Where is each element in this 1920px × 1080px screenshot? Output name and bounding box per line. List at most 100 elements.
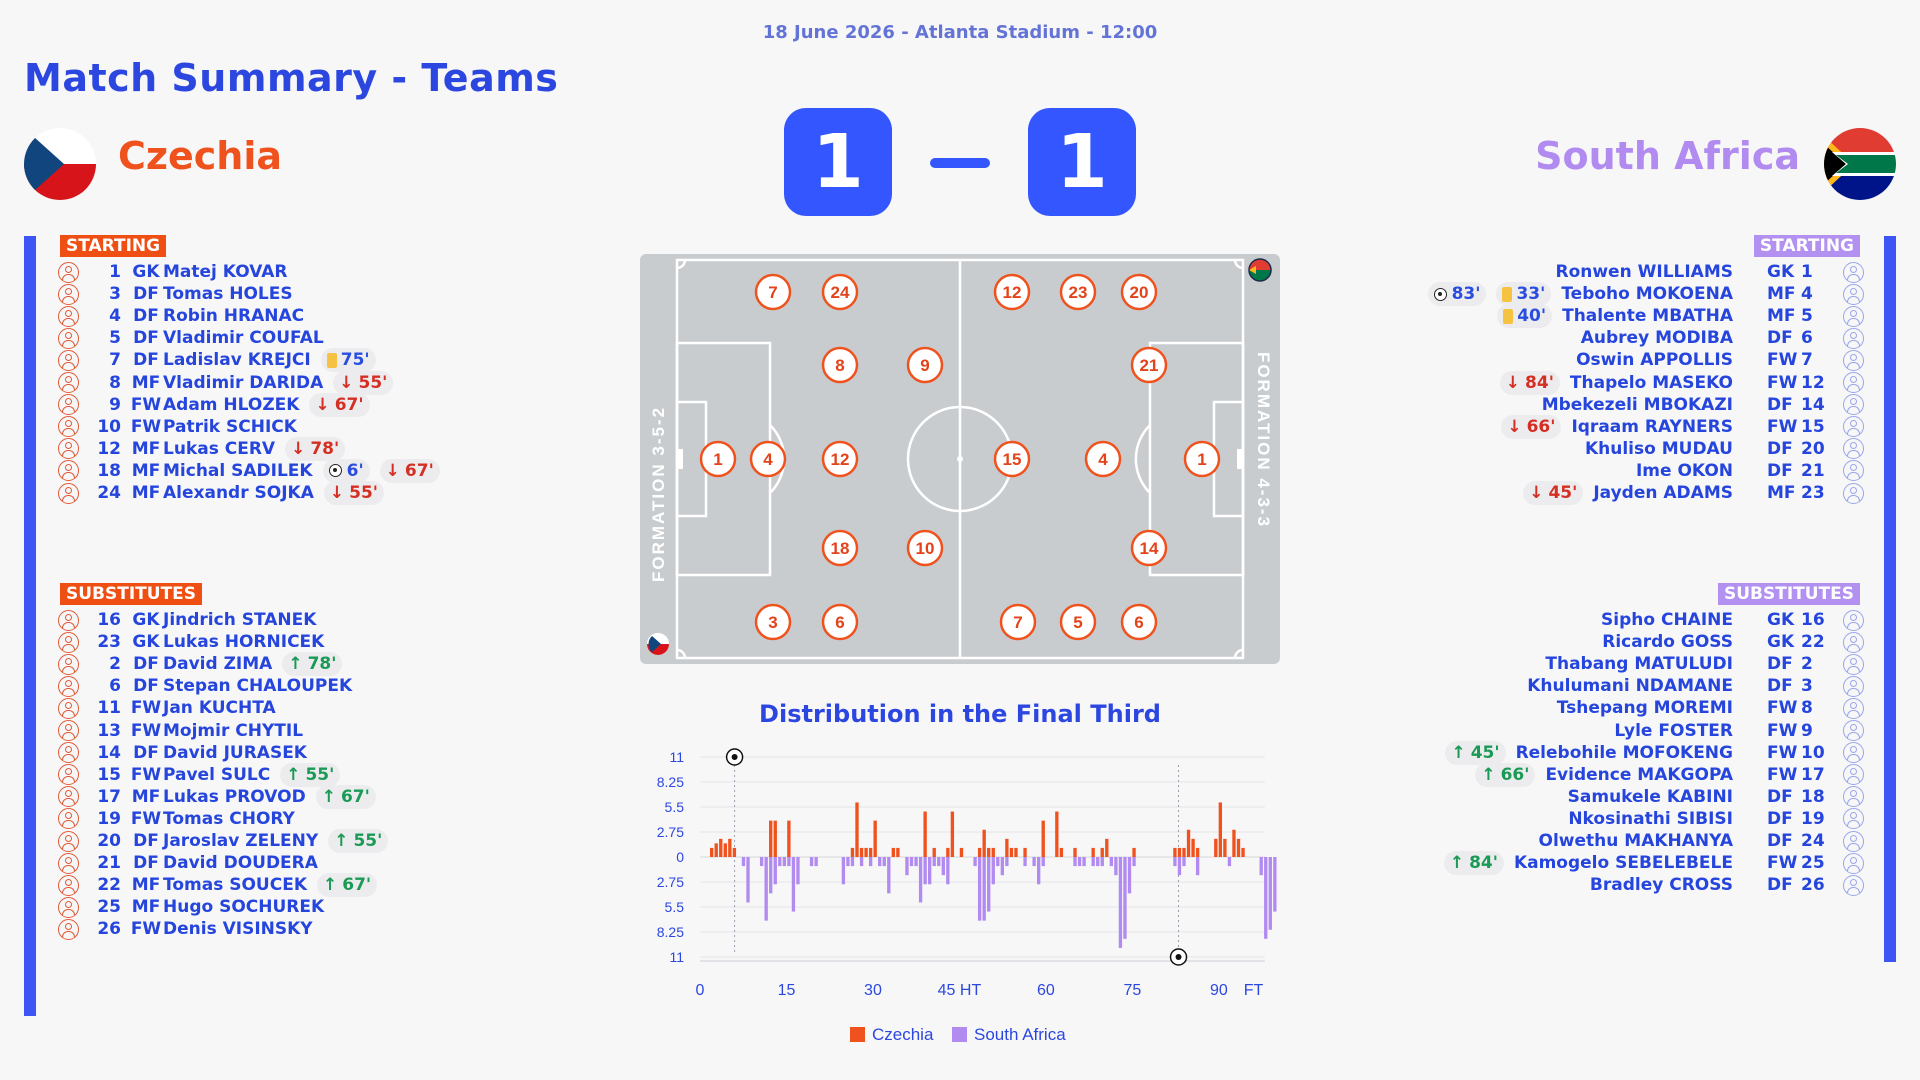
czechia-bar bbox=[932, 847, 936, 857]
player-row[interactable]: 7 DF Ladislav KREJCI 75' bbox=[58, 347, 376, 373]
pitch-player-number: 4 bbox=[1098, 450, 1108, 469]
pitch-player-marker: 6 bbox=[1120, 603, 1158, 641]
south-africa-bar bbox=[1273, 857, 1277, 912]
player-row[interactable]: 5 DF Vladimir COUFAL bbox=[58, 325, 324, 351]
player-name: Tomas HOLES bbox=[163, 284, 293, 305]
player-row[interactable]: 24 MF Alexandr SOJKA ↓ 55' bbox=[58, 480, 384, 506]
player-row[interactable]: 83' 33' Teboho MOKOENA MF 4 bbox=[1427, 281, 1864, 307]
x-tick-label: 75 bbox=[1123, 982, 1141, 999]
player-number: 15 bbox=[97, 764, 121, 785]
player-row[interactable]: 40' Thalente MBATHA MF 5 bbox=[1497, 303, 1864, 329]
player-row[interactable]: ↓ 66' Iqraam RAYNERS FW 15 bbox=[1501, 414, 1864, 440]
player-row[interactable]: Lyle FOSTER FW 9 bbox=[1614, 718, 1864, 744]
sub-out-arrow-icon: ↓ bbox=[339, 372, 354, 393]
sub-in-arrow-icon: ↑ bbox=[1451, 742, 1466, 763]
player-name: Tomas CHORY bbox=[163, 808, 295, 829]
player-avatar-icon bbox=[58, 372, 79, 393]
south-africa-bar bbox=[991, 857, 995, 885]
player-row[interactable]: Ime OKON DF 21 bbox=[1636, 458, 1864, 484]
player-row[interactable]: 9 FW Adam HLOZEK ↓ 67' bbox=[58, 392, 370, 418]
czechia-bar bbox=[1059, 847, 1064, 857]
player-position: FW bbox=[1767, 698, 1798, 719]
x-tick-label: 60 bbox=[1037, 982, 1055, 999]
player-row[interactable]: 4 DF Robin HRANAC bbox=[58, 303, 304, 329]
player-avatar-icon bbox=[1843, 438, 1864, 460]
czechia-bar bbox=[991, 847, 995, 857]
event-badge-goal: 6' bbox=[322, 458, 370, 483]
player-row[interactable]: ↑ 84' Kamogelo SEBELEBELE FW 25 bbox=[1443, 850, 1864, 876]
player-row[interactable]: Khulumani NDAMANE DF 3 bbox=[1527, 673, 1864, 699]
south-africa-bar bbox=[987, 857, 991, 912]
player-row[interactable]: Mbekezeli MBOKAZI DF 14 bbox=[1542, 392, 1864, 418]
player-row[interactable]: 25 MF Hugo SOCHUREK bbox=[58, 894, 324, 920]
event-minute: 75' bbox=[340, 350, 370, 371]
player-number: 12 bbox=[1801, 372, 1825, 393]
player-row[interactable]: 23 GK Lukas HORNICEK bbox=[58, 629, 324, 655]
player-row[interactable]: 18 MF Michal SADILEK 6' ↓ 67' bbox=[58, 458, 440, 484]
player-row[interactable]: Thabang MATULUDI DF 2 bbox=[1545, 651, 1864, 677]
player-row[interactable]: Bradley CROSS DF 26 bbox=[1590, 872, 1864, 898]
player-row[interactable]: 22 MF Tomas SOUCEK ↑ 67' bbox=[58, 872, 378, 898]
player-number: 21 bbox=[1801, 460, 1825, 481]
czechia-bar bbox=[891, 847, 896, 857]
player-row[interactable]: Tshepang MOREMI FW 8 bbox=[1557, 695, 1864, 721]
home-subs-label: SUBSTITUTES bbox=[60, 583, 203, 605]
pitch-player-marker: 21 bbox=[1130, 346, 1168, 384]
player-row[interactable]: 10 FW Patrik SCHICK bbox=[58, 414, 297, 440]
pitch-player-marker: 7 bbox=[999, 603, 1037, 641]
pitch-player-number: 3 bbox=[768, 613, 777, 632]
player-row[interactable]: 20 DF Jaroslav ZELENY ↑ 55' bbox=[58, 828, 389, 854]
player-row[interactable]: ↑ 66' Evidence MAKGOPA FW 17 bbox=[1475, 762, 1864, 788]
player-row[interactable]: 12 MF Lukas CERV ↓ 78' bbox=[58, 436, 346, 462]
pitch-player-circle bbox=[1120, 603, 1158, 641]
player-row[interactable]: 1 GK Matej KOVAR bbox=[58, 259, 287, 285]
player-row[interactable]: Ricardo GOSS GK 22 bbox=[1602, 629, 1864, 655]
player-number: 20 bbox=[1801, 438, 1825, 459]
south-africa-bar bbox=[764, 857, 768, 921]
pitch-player-number: 10 bbox=[916, 539, 935, 558]
player-row[interactable]: 26 FW Denis VISINSKY bbox=[58, 916, 313, 942]
pitch-player-circle bbox=[1059, 603, 1097, 641]
player-row[interactable]: 15 FW Pavel SULC ↑ 55' bbox=[58, 762, 341, 788]
player-row[interactable]: ↓ 45' Jayden ADAMS MF 23 bbox=[1523, 480, 1864, 506]
player-row[interactable]: 8 MF Vladimir DARIDA ↓ 55' bbox=[58, 370, 394, 396]
czechia-bar bbox=[710, 847, 714, 857]
player-avatar-icon bbox=[1843, 261, 1864, 283]
player-row[interactable]: 13 FW Mojmir CHYTIL bbox=[58, 718, 303, 744]
player-row[interactable]: Oswin APPOLLIS FW 7 bbox=[1576, 347, 1864, 373]
czechia-bar bbox=[1132, 847, 1136, 857]
player-row[interactable]: 14 DF David JURASEK bbox=[58, 740, 307, 766]
player-row[interactable]: 2 DF David ZIMA ↑ 78' bbox=[58, 651, 343, 677]
pitch-player-circle bbox=[821, 529, 859, 567]
player-row[interactable]: 21 DF David DOUDERA bbox=[58, 850, 318, 876]
player-row[interactable]: ↑ 45' Relebohile MOFOKENG FW 10 bbox=[1445, 740, 1864, 766]
player-position: MF bbox=[1767, 483, 1796, 503]
player-row[interactable]: Samukele KABINI DF 18 bbox=[1568, 784, 1864, 810]
player-row[interactable]: Sipho CHAINE GK 16 bbox=[1601, 607, 1864, 633]
player-row[interactable]: Aubrey MODIBA DF 6 bbox=[1581, 325, 1864, 351]
player-number: 6 bbox=[109, 676, 121, 697]
czechia-bar bbox=[1100, 847, 1104, 857]
player-row[interactable]: 6 DF Stepan CHALOUPEK bbox=[58, 673, 352, 699]
player-row[interactable]: 17 MF Lukas PROVOD ↑ 67' bbox=[58, 784, 376, 810]
player-row[interactable]: 3 DF Tomas HOLES bbox=[58, 281, 293, 307]
event-badge-in: ↑ 78' bbox=[282, 652, 343, 677]
player-row[interactable]: Ronwen WILLIAMS GK 1 bbox=[1555, 259, 1864, 285]
chart-axes: 11 8.25 5.5 2.75 0 2.75 5.5 8.25 11 0 15 30 45 HT 60 7… bbox=[657, 748, 1265, 999]
player-row[interactable]: Nkosinathi SIBISI DF 19 bbox=[1568, 806, 1864, 832]
player-row[interactable]: 16 GK Jindrich STANEK bbox=[58, 607, 316, 633]
pitch-player-marker: 10 bbox=[906, 529, 944, 567]
event-minute: 33' bbox=[1516, 284, 1546, 305]
event-minute: 67' bbox=[334, 394, 364, 415]
czechia-bar bbox=[1236, 838, 1241, 857]
player-row[interactable]: 11 FW Jan KUCHTA bbox=[58, 695, 276, 721]
pitch-player-marker: 18 bbox=[821, 529, 859, 567]
player-position: DF bbox=[133, 831, 159, 851]
player-row[interactable]: Olwethu MAKHANYA DF 24 bbox=[1539, 828, 1864, 854]
pitch-player-marker: 4 bbox=[749, 440, 787, 478]
player-row[interactable]: Khuliso MUDAU DF 20 bbox=[1585, 436, 1864, 462]
player-avatar-icon bbox=[1843, 394, 1864, 416]
player-position: DF bbox=[133, 853, 159, 874]
player-row[interactable]: 19 FW Tomas CHORY bbox=[58, 806, 295, 832]
player-row[interactable]: ↓ 84' Thapelo MASEKO FW 12 bbox=[1499, 370, 1864, 396]
